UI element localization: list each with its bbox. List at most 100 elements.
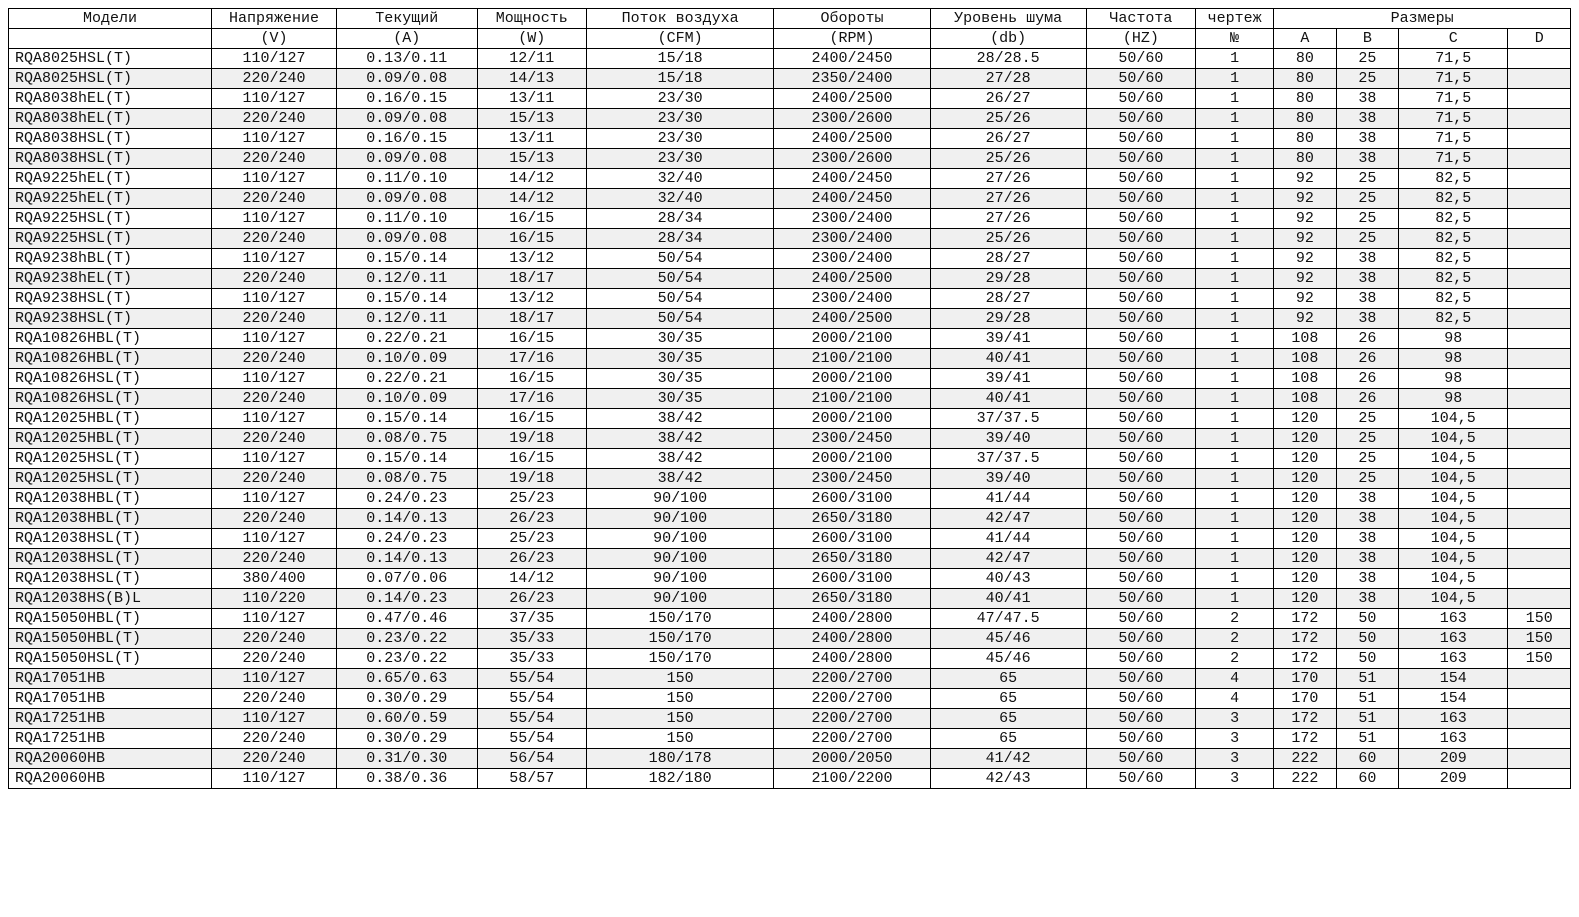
cell: 12/11 bbox=[477, 49, 586, 69]
cell: 15/18 bbox=[586, 69, 773, 89]
cell: 26/23 bbox=[477, 589, 586, 609]
header-row-2: (V) (A) (W) (CFM) (RPM) (db) (HZ) № A B … bbox=[9, 29, 1571, 49]
cell: 0.23/0.22 bbox=[337, 649, 478, 669]
cell bbox=[1508, 469, 1571, 489]
cell: 1 bbox=[1196, 569, 1274, 589]
cell: RQA10826HSL(T) bbox=[9, 389, 212, 409]
cell: 2600/3100 bbox=[774, 569, 930, 589]
cell: 30/35 bbox=[586, 369, 773, 389]
cell: 51 bbox=[1336, 709, 1398, 729]
cell: 38 bbox=[1336, 269, 1398, 289]
cell: 19/18 bbox=[477, 469, 586, 489]
cell: 92 bbox=[1274, 269, 1336, 289]
h-rpm: Обороты bbox=[774, 9, 930, 29]
cell: RQA17251HB bbox=[9, 709, 212, 729]
cell: 163 bbox=[1399, 609, 1508, 629]
cell bbox=[1508, 349, 1571, 369]
cell bbox=[1508, 769, 1571, 789]
cell: 98 bbox=[1399, 349, 1508, 369]
cell: 2350/2400 bbox=[774, 69, 930, 89]
cell: 16/15 bbox=[477, 449, 586, 469]
cell: 50/60 bbox=[1086, 749, 1195, 769]
cell: 172 bbox=[1274, 709, 1336, 729]
cell: 98 bbox=[1399, 369, 1508, 389]
cell: 80 bbox=[1274, 69, 1336, 89]
cell: 1 bbox=[1196, 529, 1274, 549]
cell: 120 bbox=[1274, 449, 1336, 469]
cell: RQA9238HSL(T) bbox=[9, 309, 212, 329]
table-row: RQA9225HSL(T)220/2400.09/0.0816/1528/342… bbox=[9, 229, 1571, 249]
cell: 2400/2500 bbox=[774, 89, 930, 109]
cell: 60 bbox=[1336, 749, 1398, 769]
cell: 50/60 bbox=[1086, 49, 1195, 69]
cell: 154 bbox=[1399, 689, 1508, 709]
cell: 0.15/0.14 bbox=[337, 449, 478, 469]
cell: RQA12038HSL(T) bbox=[9, 569, 212, 589]
cell: 0.60/0.59 bbox=[337, 709, 478, 729]
cell: 104,5 bbox=[1399, 509, 1508, 529]
cell: 104,5 bbox=[1399, 469, 1508, 489]
cell: 38 bbox=[1336, 109, 1398, 129]
cell bbox=[1508, 409, 1571, 429]
cell: 110/127 bbox=[212, 609, 337, 629]
cell: 82,5 bbox=[1399, 289, 1508, 309]
cell: RQA9238hEL(T) bbox=[9, 269, 212, 289]
cell: 38/42 bbox=[586, 449, 773, 469]
cell: 32/40 bbox=[586, 169, 773, 189]
cell: 2000/2050 bbox=[774, 749, 930, 769]
cell: RQA15050HBL(T) bbox=[9, 629, 212, 649]
cell: 50/60 bbox=[1086, 289, 1195, 309]
cell: 220/240 bbox=[212, 729, 337, 749]
cell bbox=[1508, 389, 1571, 409]
cell: 2400/2800 bbox=[774, 629, 930, 649]
table-row: RQA9225hEL(T)110/1270.11/0.1014/1232/402… bbox=[9, 169, 1571, 189]
cell: 1 bbox=[1196, 289, 1274, 309]
cell: 23/30 bbox=[586, 109, 773, 129]
cell: 30/35 bbox=[586, 349, 773, 369]
cell: 2300/2400 bbox=[774, 249, 930, 269]
cell: RQA12025HBL(T) bbox=[9, 429, 212, 449]
cell: 65 bbox=[930, 669, 1086, 689]
cell: 1 bbox=[1196, 109, 1274, 129]
cell: 39/40 bbox=[930, 429, 1086, 449]
cell: 220/240 bbox=[212, 429, 337, 449]
cell: 50/60 bbox=[1086, 629, 1195, 649]
cell: 120 bbox=[1274, 589, 1336, 609]
cell: 55/54 bbox=[477, 689, 586, 709]
cell: 50/60 bbox=[1086, 249, 1195, 269]
table-row: RQA12038HSL(T)220/2400.14/0.1326/2390/10… bbox=[9, 549, 1571, 569]
cell: 41/44 bbox=[930, 489, 1086, 509]
cell: RQA12025HSL(T) bbox=[9, 449, 212, 469]
cell: 1 bbox=[1196, 149, 1274, 169]
table-body: RQA8025HSL(T)110/1270.13/0.1112/1115/182… bbox=[9, 49, 1571, 789]
cell: 42/43 bbox=[930, 769, 1086, 789]
cell: 92 bbox=[1274, 189, 1336, 209]
cell: 82,5 bbox=[1399, 169, 1508, 189]
cell: 1 bbox=[1196, 409, 1274, 429]
cell: 0.22/0.21 bbox=[337, 329, 478, 349]
cell: 90/100 bbox=[586, 569, 773, 589]
cell bbox=[1508, 109, 1571, 129]
cell: RQA12038HBL(T) bbox=[9, 509, 212, 529]
cell: RQA12038HBL(T) bbox=[9, 489, 212, 509]
cell: 26 bbox=[1336, 329, 1398, 349]
cell: RQA12038HS(B)L bbox=[9, 589, 212, 609]
cell: 0.13/0.11 bbox=[337, 49, 478, 69]
cell: 39/40 bbox=[930, 469, 1086, 489]
cell: 220/240 bbox=[212, 469, 337, 489]
cell: 220/240 bbox=[212, 229, 337, 249]
h2-no: № bbox=[1196, 29, 1274, 49]
cell: 25 bbox=[1336, 469, 1398, 489]
h2-v: (V) bbox=[212, 29, 337, 49]
cell: 120 bbox=[1274, 489, 1336, 509]
cell: 110/127 bbox=[212, 169, 337, 189]
cell: 39/41 bbox=[930, 329, 1086, 349]
cell bbox=[1508, 49, 1571, 69]
cell: 2300/2450 bbox=[774, 429, 930, 449]
cell: RQA9238hBL(T) bbox=[9, 249, 212, 269]
cell bbox=[1508, 449, 1571, 469]
cell: 2200/2700 bbox=[774, 729, 930, 749]
cell: 14/12 bbox=[477, 569, 586, 589]
cell: 80 bbox=[1274, 49, 1336, 69]
cell: 2000/2100 bbox=[774, 369, 930, 389]
